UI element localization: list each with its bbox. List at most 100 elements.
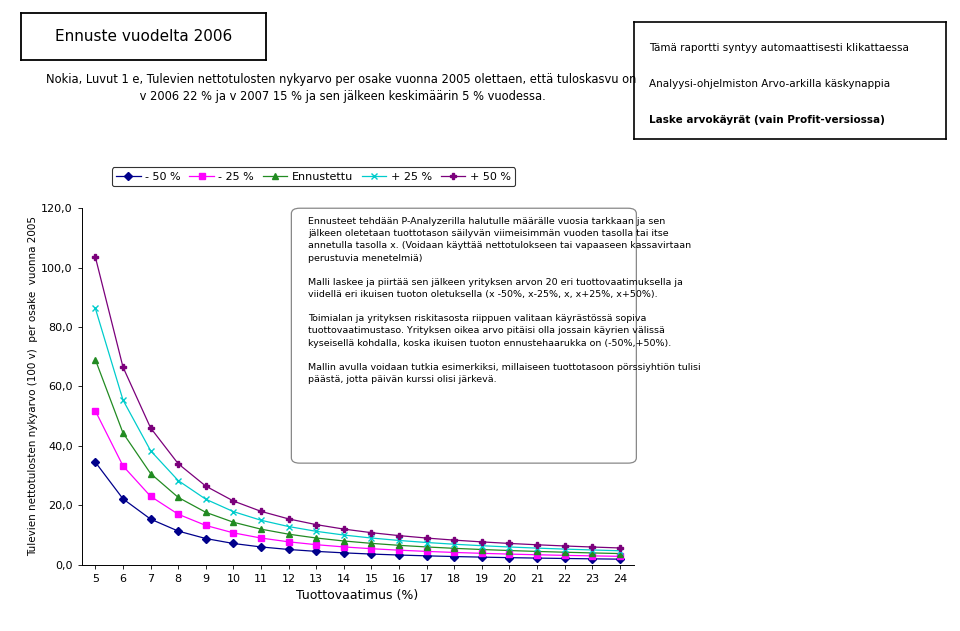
- 25 % bbox=[366, 545, 377, 553]
Line: - 50 %: - 50 % bbox=[92, 459, 623, 562]
Line: - 25 %: - 25 % bbox=[92, 408, 623, 559]
Line: Ennustettu: Ennustettu bbox=[92, 357, 623, 557]
- 50 % bbox=[394, 551, 405, 559]
Ennustettu bbox=[559, 548, 570, 556]
+ 50 % bbox=[283, 515, 295, 522]
+ 25 % bbox=[310, 528, 322, 535]
- 25 % bbox=[89, 407, 101, 415]
- 50 % bbox=[89, 459, 101, 466]
- 25 % bbox=[559, 551, 570, 559]
+ 50 % bbox=[200, 482, 211, 490]
Ennustettu bbox=[394, 541, 405, 549]
- 50 % bbox=[145, 516, 156, 523]
Ennustettu bbox=[117, 429, 129, 437]
+ 25 % bbox=[504, 543, 516, 551]
Ennustettu bbox=[200, 509, 211, 516]
+ 25 % bbox=[559, 545, 570, 553]
- 25 % bbox=[283, 538, 295, 546]
- 50 % bbox=[366, 550, 377, 558]
+ 50 % bbox=[559, 542, 570, 550]
+ 25 % bbox=[338, 531, 349, 539]
- 25 % bbox=[448, 548, 460, 556]
Ennustettu bbox=[255, 526, 267, 533]
Ennustettu bbox=[310, 534, 322, 542]
- 25 % bbox=[255, 534, 267, 542]
Ennustettu bbox=[283, 531, 295, 538]
- 50 % bbox=[255, 543, 267, 551]
+ 25 % bbox=[448, 540, 460, 548]
- 25 % bbox=[200, 522, 211, 529]
- 50 % bbox=[173, 528, 184, 535]
+ 25 % bbox=[89, 305, 101, 312]
- 25 % bbox=[614, 553, 626, 560]
Ennustettu bbox=[228, 519, 239, 526]
Y-axis label: Tulevien nettotulosten nykyarvo (100 v)  per osake  vuonna 2005: Tulevien nettotulosten nykyarvo (100 v) … bbox=[28, 216, 38, 557]
- 25 % bbox=[338, 543, 349, 551]
+ 50 % bbox=[117, 363, 129, 371]
- 25 % bbox=[310, 541, 322, 548]
- 25 % bbox=[173, 510, 184, 518]
- 50 % bbox=[200, 534, 211, 542]
Ennustettu bbox=[504, 546, 516, 554]
X-axis label: Tuottovaatimus (%): Tuottovaatimus (%) bbox=[297, 589, 419, 603]
Line: + 50 %: + 50 % bbox=[92, 254, 623, 551]
Text: Analyysi-ohjelmiston Arvo-arkilla käskynappia: Analyysi-ohjelmiston Arvo-arkilla käskyn… bbox=[649, 79, 890, 89]
Text: Tämä raportti syntyy automaattisesti klikattaessa: Tämä raportti syntyy automaattisesti kli… bbox=[649, 43, 909, 53]
Ennustettu bbox=[145, 469, 156, 477]
Legend: - 50 %, - 25 %, Ennustettu, + 25 %, + 50 %: - 50 %, - 25 %, Ennustettu, + 25 %, + 50… bbox=[111, 167, 516, 186]
+ 50 % bbox=[504, 540, 516, 547]
+ 25 % bbox=[200, 495, 211, 503]
+ 25 % bbox=[117, 396, 129, 404]
+ 25 % bbox=[394, 537, 405, 545]
- 50 % bbox=[338, 549, 349, 557]
Ennustettu bbox=[614, 550, 626, 557]
+ 25 % bbox=[283, 522, 295, 530]
Line: + 25 %: + 25 % bbox=[92, 305, 623, 554]
Ennustettu bbox=[476, 546, 488, 553]
+ 50 % bbox=[89, 254, 101, 261]
- 50 % bbox=[283, 546, 295, 553]
+ 25 % bbox=[531, 545, 542, 552]
+ 25 % bbox=[255, 516, 267, 524]
- 25 % bbox=[145, 493, 156, 500]
- 25 % bbox=[228, 529, 239, 536]
- 50 % bbox=[448, 553, 460, 560]
- 25 % bbox=[394, 546, 405, 554]
Ennustettu bbox=[448, 545, 460, 552]
+ 50 % bbox=[366, 529, 377, 536]
Ennustettu bbox=[420, 543, 432, 551]
+ 25 % bbox=[228, 508, 239, 516]
- 25 % bbox=[117, 462, 129, 469]
- 25 % bbox=[587, 552, 598, 560]
- 50 % bbox=[614, 555, 626, 563]
Ennustettu bbox=[531, 548, 542, 555]
+ 50 % bbox=[420, 534, 432, 542]
- 25 % bbox=[420, 548, 432, 555]
- 50 % bbox=[587, 555, 598, 563]
Ennustettu bbox=[173, 493, 184, 501]
Text: Ennusteet tehdään P-Analyzerilla halutulle määrälle vuosia tarkkaan ja sen
jälke: Ennusteet tehdään P-Analyzerilla halutul… bbox=[308, 217, 701, 384]
Text: Ennuste vuodelta 2006: Ennuste vuodelta 2006 bbox=[55, 29, 232, 44]
+ 50 % bbox=[228, 497, 239, 505]
+ 50 % bbox=[173, 460, 184, 468]
+ 50 % bbox=[476, 538, 488, 546]
- 25 % bbox=[531, 551, 542, 558]
- 50 % bbox=[531, 554, 542, 562]
+ 50 % bbox=[145, 424, 156, 432]
+ 25 % bbox=[420, 539, 432, 546]
+ 25 % bbox=[173, 477, 184, 485]
+ 50 % bbox=[531, 541, 542, 548]
+ 25 % bbox=[476, 542, 488, 550]
+ 50 % bbox=[338, 526, 349, 533]
Ennustettu bbox=[338, 537, 349, 545]
Ennustettu bbox=[366, 540, 377, 547]
Text: Laske arvokäyrät (vain Profit-versiossa): Laske arvokäyrät (vain Profit-versiossa) bbox=[649, 115, 885, 125]
+ 50 % bbox=[448, 536, 460, 544]
- 50 % bbox=[117, 495, 129, 503]
+ 50 % bbox=[310, 521, 322, 528]
- 25 % bbox=[476, 550, 488, 557]
Ennustettu bbox=[89, 356, 101, 363]
+ 25 % bbox=[366, 534, 377, 542]
FancyBboxPatch shape bbox=[291, 208, 636, 463]
+ 50 % bbox=[614, 544, 626, 551]
